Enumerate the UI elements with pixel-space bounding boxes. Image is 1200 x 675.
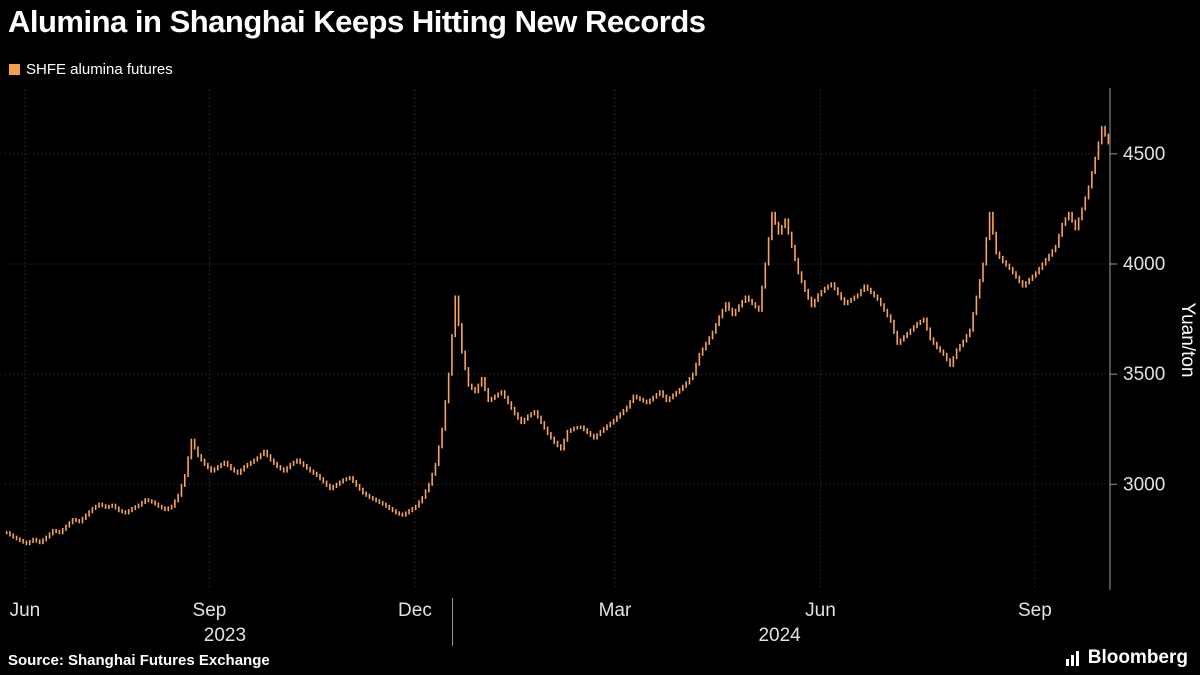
x-tick-label: Jun: [10, 600, 41, 621]
y-tick-label: 4500: [1123, 144, 1165, 165]
bloomberg-chart-icon: [1065, 650, 1079, 666]
y-tick-label: 3000: [1123, 474, 1165, 495]
legend: SHFE alumina futures: [9, 61, 173, 78]
x-tick-label: Mar: [599, 600, 632, 621]
x-tick-label: Jun: [805, 600, 836, 621]
chart-title: Alumina in Shanghai Keeps Hitting New Re…: [8, 4, 706, 39]
source-note: Source: Shanghai Futures Exchange: [8, 652, 270, 669]
y-tick-label: 4000: [1123, 254, 1165, 275]
y-axis-title: Yuan/ton: [1177, 302, 1198, 377]
bloomberg-wordmark: Bloomberg: [1087, 647, 1188, 668]
y-tick-label: 3500: [1123, 364, 1165, 385]
bloomberg-logo: Bloomberg: [1065, 647, 1188, 669]
x-tick-label: Sep: [193, 600, 227, 621]
year-label: 2023: [204, 625, 246, 646]
legend-swatch-icon: [9, 64, 20, 75]
legend-label: SHFE alumina futures: [26, 61, 173, 78]
x-tick-label: Sep: [1018, 600, 1052, 621]
x-tick-label: Dec: [398, 600, 432, 621]
year-label: 2024: [758, 625, 801, 646]
